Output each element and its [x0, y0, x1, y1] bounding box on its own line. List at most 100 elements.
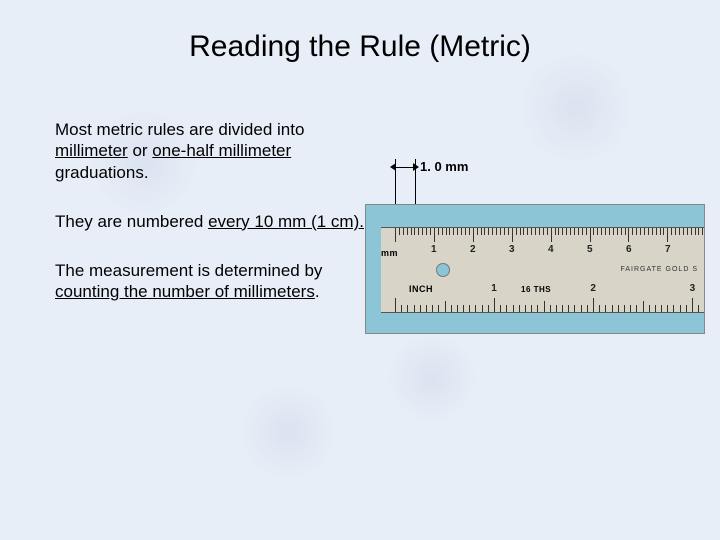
inch-tick-minor [686, 305, 687, 312]
inch-tick-minor [537, 305, 538, 312]
mm-tick-major [551, 228, 552, 242]
inch-tick-minor [506, 305, 507, 312]
mm-tick-minor [453, 228, 454, 235]
p1-text-2: or [128, 141, 153, 160]
inch-tick-minor [599, 305, 600, 312]
mm-tick-minor [683, 228, 684, 235]
inch-tick-minor [661, 305, 662, 312]
mm-tick-minor [702, 228, 703, 235]
callout-dimension-line [395, 167, 417, 168]
mm-tick-minor [504, 228, 505, 235]
mm-tick-minor [597, 228, 598, 235]
mm-number: 4 [548, 244, 554, 255]
inch-number: 1 [491, 283, 497, 294]
inch-tick-minor [704, 305, 705, 312]
inch-tick-minor [500, 305, 501, 312]
mm-tick-minor [687, 228, 688, 235]
inch-tick-minor [649, 305, 650, 312]
mm-tick-minor [449, 228, 450, 235]
mm-tick-minor [566, 228, 567, 235]
inch-unit-label: INCH [409, 284, 433, 294]
mm-unit-label: mm [381, 248, 398, 258]
inch-tick-minor [488, 305, 489, 312]
inch-tick-minor [630, 305, 631, 312]
inch-tick-minor [407, 305, 408, 312]
mm-tick-minor [535, 228, 536, 235]
mm-tick-minor [574, 228, 575, 235]
mm-tick-minor [488, 228, 489, 235]
ruler-body: mm 12345678 FAIRGATE GOLD S INCH 16 THS … [381, 227, 704, 313]
mm-tick-minor [399, 228, 400, 235]
mm-tick-minor [500, 228, 501, 235]
mm-tick-minor [496, 228, 497, 235]
inch-tick-minor [618, 305, 619, 312]
p3-text-1: The measurement is determined by [55, 261, 322, 280]
mm-tick-minor [605, 228, 606, 235]
inch-tick-minor [587, 305, 588, 312]
inch-tick-major [593, 298, 594, 312]
mm-tick-minor [492, 228, 493, 235]
mm-number: 8 [704, 244, 705, 255]
ruler-hole-icon [436, 263, 450, 277]
mm-tick-minor [691, 228, 692, 235]
p2-text-1: They are numbered [55, 212, 208, 231]
mm-tick-major [667, 228, 668, 242]
mm-tick-major [628, 228, 629, 242]
mm-tick-minor [695, 228, 696, 235]
inch-tick-minor [636, 305, 637, 312]
mm-tick-minor [558, 228, 559, 235]
mm-tick-minor [570, 228, 571, 235]
inch-tick-minor [475, 305, 476, 312]
mm-tick-minor [411, 228, 412, 235]
mm-tick-minor [446, 228, 447, 235]
inch-tick-minor [457, 305, 458, 312]
mm-tick-major [590, 228, 591, 242]
inch-tick-minor [445, 301, 446, 312]
page-title: Reading the Rule (Metric) [0, 0, 720, 64]
mm-tick-major [395, 228, 396, 242]
mm-tick-major [473, 228, 474, 242]
mm-tick-minor [562, 228, 563, 235]
inch-tick-minor [581, 305, 582, 312]
callout-label: 1. 0 mm [420, 159, 468, 174]
inch-tick-minor [469, 305, 470, 312]
inch-tick-minor [698, 305, 699, 312]
inch-number: 3 [690, 283, 696, 294]
mm-number: 1 [431, 244, 437, 255]
figure-column: 1. 0 mm mm 12345678 FAIRGATE GOLD S INCH… [365, 119, 680, 331]
inch-tick-minor [414, 305, 415, 312]
mm-tick-minor [481, 228, 482, 235]
mm-tick-minor [523, 228, 524, 235]
mm-tick-minor [430, 228, 431, 235]
inch-tick-major [692, 298, 693, 312]
mm-tick-minor [543, 228, 544, 235]
mm-tick-minor [613, 228, 614, 235]
mm-number: 2 [470, 244, 476, 255]
inch-tick-minor [680, 305, 681, 312]
mm-tick-minor [632, 228, 633, 235]
mm-tick-minor [484, 228, 485, 235]
inch-tick-minor [667, 305, 668, 312]
mm-tick-minor [663, 228, 664, 235]
mm-tick-minor [407, 228, 408, 235]
mm-tick-minor [477, 228, 478, 235]
content-row: Most metric rules are divided into milli… [0, 64, 720, 331]
mm-tick-minor [640, 228, 641, 235]
p1-underline-2: one-half millimeter [152, 141, 291, 160]
p3-underline-1: counting the number of millimeters [55, 282, 315, 301]
ruler-brand-text: FAIRGATE GOLD S [621, 266, 699, 273]
inch-tick-minor [513, 305, 514, 312]
p1-underline-1: millimeter [55, 141, 128, 160]
mm-tick-minor [555, 228, 556, 235]
mm-tick-minor [578, 228, 579, 235]
mm-tick-minor [469, 228, 470, 235]
mm-tick-minor [656, 228, 657, 235]
mm-tick-minor [698, 228, 699, 235]
mm-tick-minor [422, 228, 423, 235]
inch-number: 2 [590, 283, 596, 294]
inch-tick-minor [525, 305, 526, 312]
inch-tick-minor [544, 301, 545, 312]
p1-text-3: graduations. [55, 163, 149, 182]
mm-tick-minor [621, 228, 622, 235]
inch-tick-minor [550, 305, 551, 312]
